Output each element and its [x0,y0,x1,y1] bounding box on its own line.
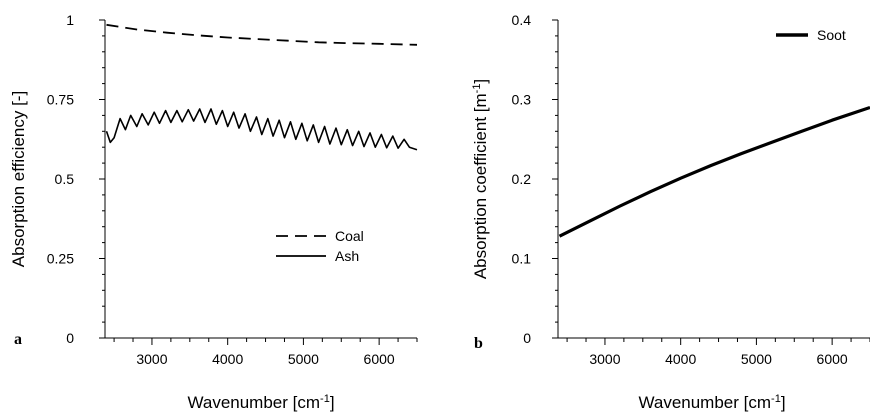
panel-b-absorption-coefficient: 0 0.1 0.2 0.3 0.4 3000 4000 5000 6000 Absorptio… [471,12,870,412]
ytick-label: 0 [523,330,531,346]
xtick-label: 6000 [817,351,848,367]
legend-soot-label: Soot [817,27,846,43]
panel-b-ylabel: Absorption coefficient [m-1] [471,79,490,279]
panel-b-legend: Soot [776,27,846,43]
panel-a-legend: Coal Ash [276,228,364,264]
xtick-label: 3000 [136,351,167,367]
ytick-label: 0.25 [47,251,74,267]
panel-a-letter: a [14,331,22,348]
legend-coal-label: Coal [335,228,364,244]
panel-a-xlabel-main: Wavenumber [cm [187,393,320,412]
xtick-label: 4000 [665,351,696,367]
panel-a-xlabel-sup: -1 [320,393,330,405]
panel-b-letter: b [474,335,483,352]
xtick-label: 6000 [364,351,395,367]
ytick-label: 0.2 [512,171,532,187]
ytick-label: 0.75 [47,92,74,108]
panel-b-ylabel-main: Absorption coefficient [m [471,93,490,279]
ytick-label: 0 [66,330,74,346]
series-line-soot [558,105,870,238]
panel-a-absorption-efficiency: 0 0.25 0.5 0.75 1 3000 4000 5000 6000 Absorptio… [9,12,418,412]
xtick-label: 5000 [288,351,319,367]
panel-b-xlabel-main: Wavenumber [cm [638,393,771,412]
ytick-label: 0.5 [55,171,75,187]
panel-b-xlabel: Wavenumber [cm-1] [638,393,785,412]
ytick-label: 1 [66,12,74,28]
series-line-ash [105,108,418,151]
series-line-coal [106,23,418,46]
panel-a-ylabel: Absorption efficiency [-] [9,91,28,267]
panel-b-xlabel-end: ] [781,393,786,412]
ytick-label: 0.3 [512,92,532,108]
panel-b-ylabel-sup: -1 [471,84,483,94]
panel-b-ylabel-end: ] [471,79,490,84]
panel-a-xlabel: Wavenumber [cm-1] [187,393,334,412]
panel-b-xlabel-sup: -1 [771,393,781,405]
xtick-label: 4000 [212,351,243,367]
ytick-label: 0.4 [512,12,532,28]
xtick-label: 3000 [589,351,620,367]
legend-ash-label: Ash [335,248,359,264]
panel-a-xlabel-end: ] [330,393,335,412]
xtick-label: 5000 [741,351,772,367]
ytick-label: 0.1 [512,251,532,267]
